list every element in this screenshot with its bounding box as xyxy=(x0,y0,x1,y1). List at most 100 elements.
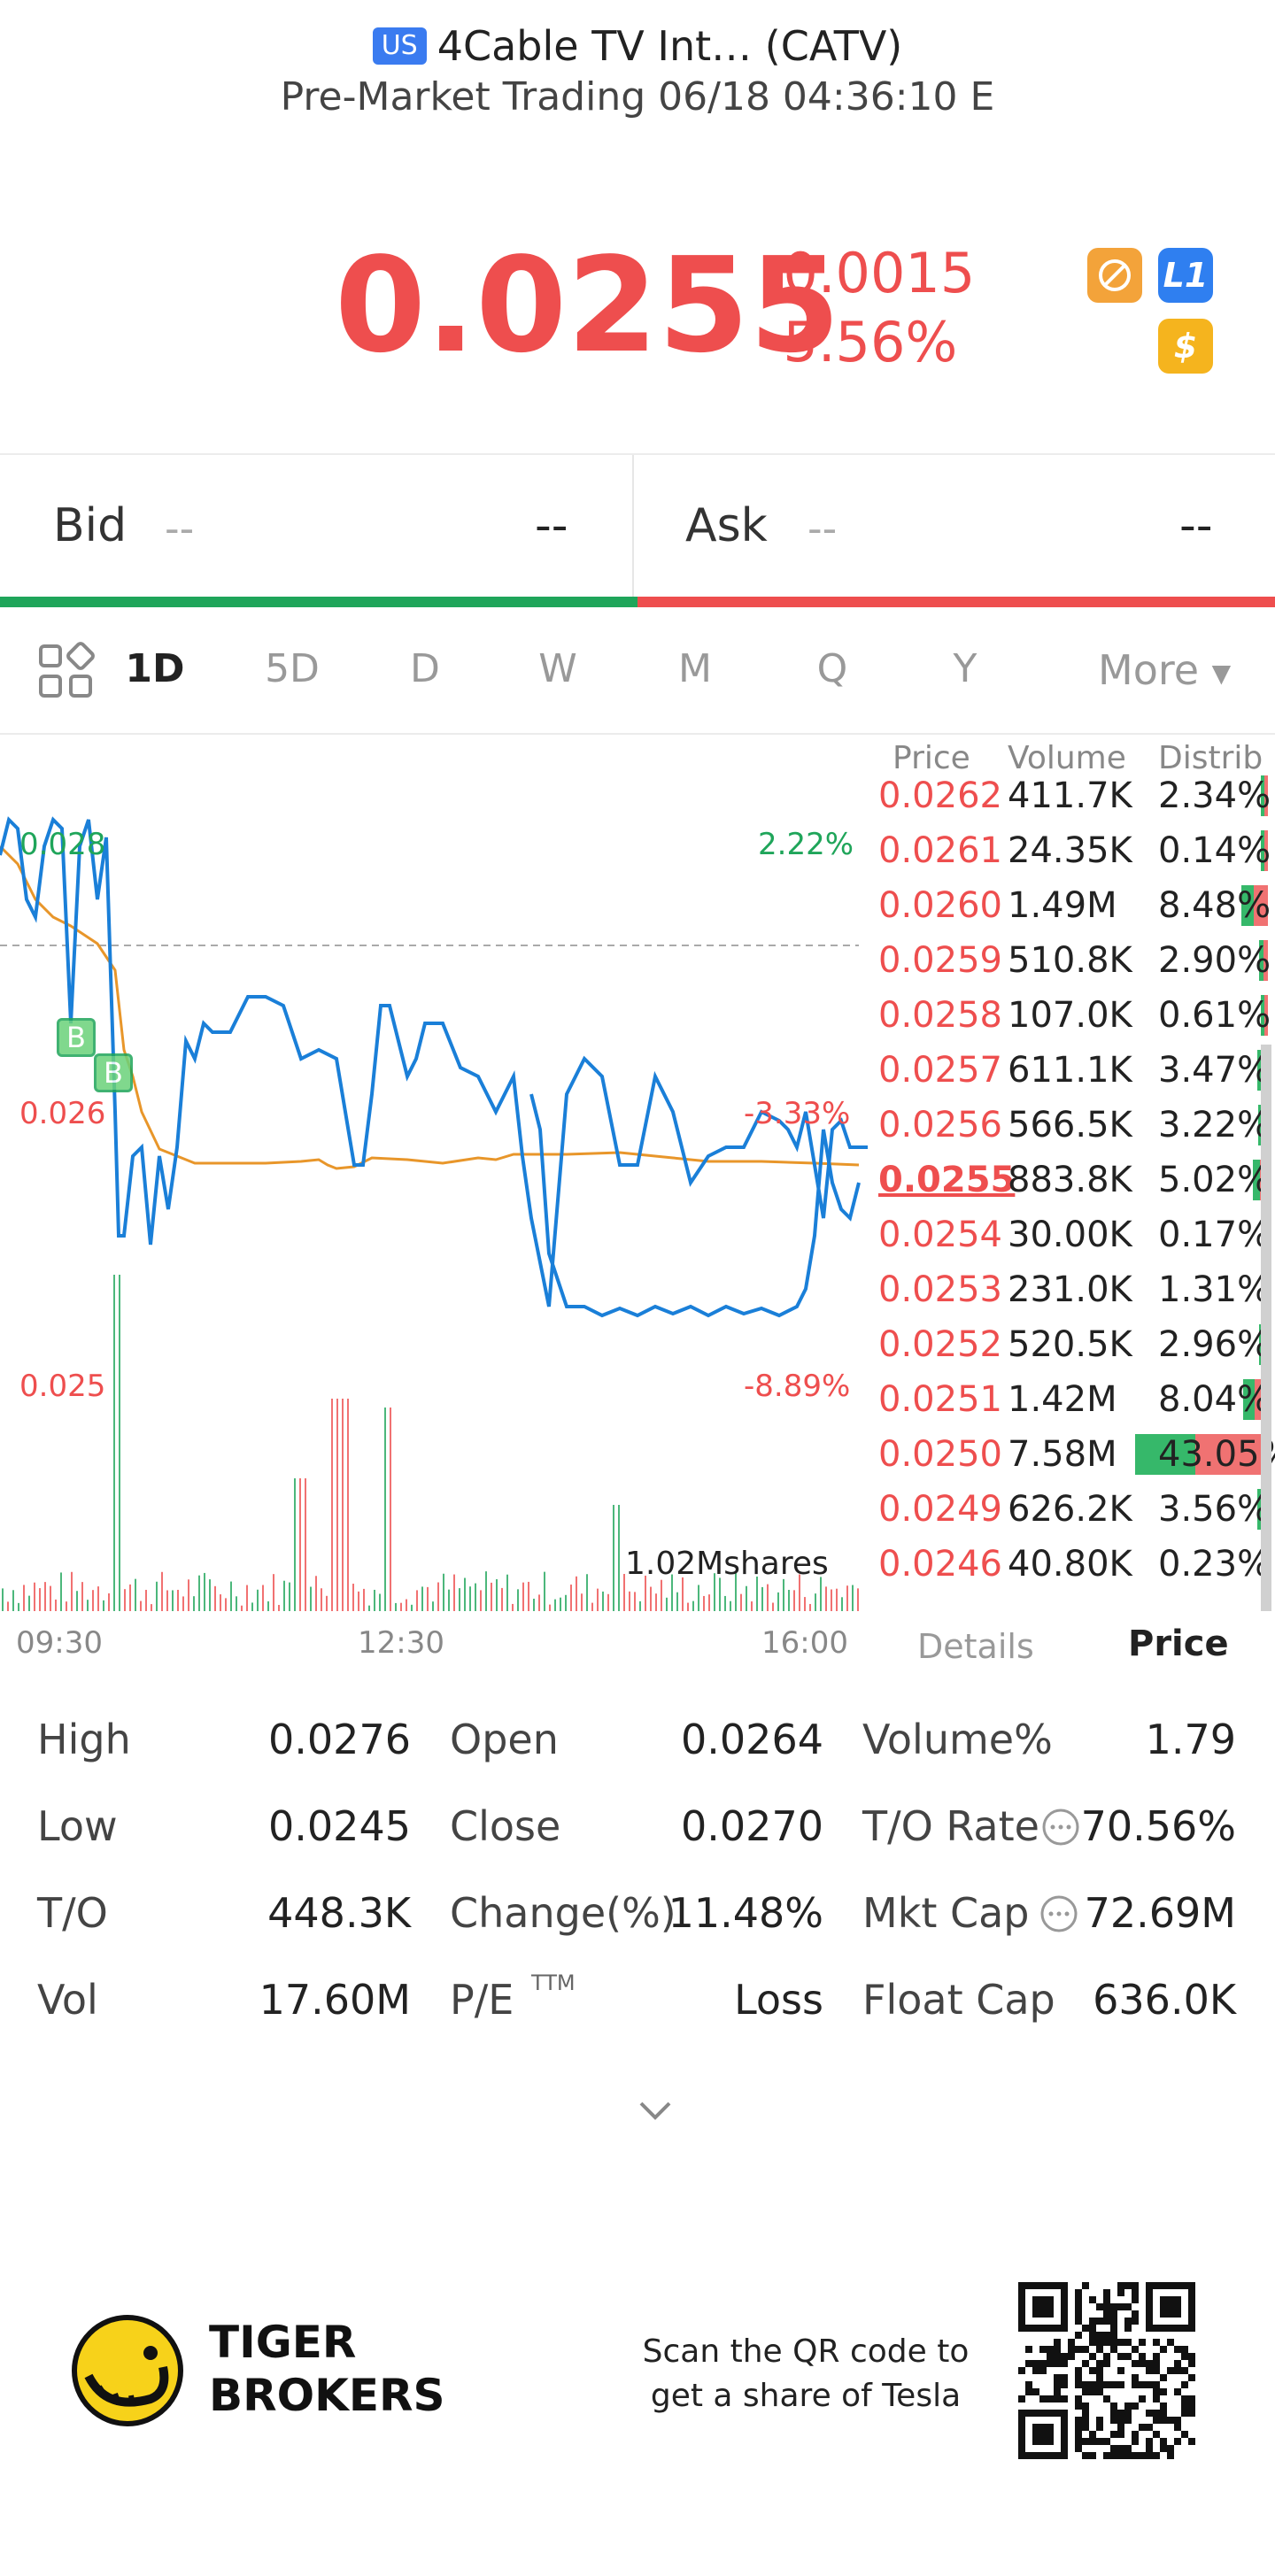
volume-bar xyxy=(113,1275,115,1611)
ob-distribution: 2.90% xyxy=(1158,940,1271,981)
more-timeframes-button[interactable]: More ▼ xyxy=(1098,646,1231,694)
ob-distribution: 0.61% xyxy=(1158,995,1271,1036)
tab-price[interactable]: Price xyxy=(1128,1623,1229,1664)
ob-distribution: 3.22% xyxy=(1158,1105,1271,1145)
volume-bar xyxy=(71,1571,73,1611)
expand-chevron-icon[interactable] xyxy=(634,2089,676,2132)
volume-bar xyxy=(278,1605,280,1611)
volume-bar xyxy=(506,1574,508,1611)
volume-bar xyxy=(629,1591,630,1611)
tab-timeframe-1d[interactable]: 1D xyxy=(125,646,185,691)
ob-buy-bar xyxy=(1257,1050,1262,1091)
qr-code[interactable] xyxy=(1018,2282,1195,2459)
info-more-icon[interactable] xyxy=(1039,1894,1078,1933)
volume-bar xyxy=(209,1579,211,1611)
ob-buy-bar xyxy=(1241,885,1254,926)
brand-line2: BROKERS xyxy=(209,2370,445,2421)
volume-bar xyxy=(395,1602,397,1611)
ob-buy-bar xyxy=(1243,1379,1255,1420)
ob-header-distrib: Distrib xyxy=(1158,740,1263,776)
ob-volume: 510.8K xyxy=(1008,940,1132,981)
volume-bar xyxy=(560,1597,561,1611)
price-line xyxy=(0,816,868,1307)
volume-bar xyxy=(650,1586,652,1611)
volume-bar xyxy=(751,1601,753,1611)
ask-value: -- xyxy=(1179,499,1213,552)
tab-timeframe-5d[interactable]: 5D xyxy=(265,646,320,691)
ob-price: 0.0258 xyxy=(878,995,1002,1036)
volume-bar xyxy=(586,1574,588,1611)
ob-distribution: 0.14% xyxy=(1158,830,1271,871)
tab-timeframe-w[interactable]: W xyxy=(538,646,577,691)
volume-bar xyxy=(570,1585,572,1611)
ob-sell-bar xyxy=(1264,995,1268,1036)
stock-title: 4Cable TV Int… (CATV) xyxy=(437,22,903,70)
volume-bar xyxy=(151,1604,152,1611)
chart-layout-icon[interactable] xyxy=(35,641,96,701)
volume-bar xyxy=(565,1594,567,1611)
ob-buy-bar xyxy=(1261,775,1264,816)
intraday-chart[interactable] xyxy=(0,740,868,1625)
dollar-icon[interactable]: $ xyxy=(1158,319,1213,374)
bid-panel[interactable]: Bid -- -- xyxy=(0,455,634,600)
ob-header-price: Price xyxy=(892,740,970,776)
ob-price: 0.0249 xyxy=(878,1489,1002,1530)
volume-bar xyxy=(517,1589,519,1611)
tab-timeframe-m[interactable]: M xyxy=(678,646,712,691)
volume-bar xyxy=(161,1571,163,1611)
volume-bar xyxy=(172,1590,174,1611)
volume-bar xyxy=(528,1581,529,1611)
info-more-icon[interactable] xyxy=(1041,1808,1080,1847)
ob-price: 0.0256 xyxy=(878,1105,1002,1145)
no-commission-icon[interactable] xyxy=(1087,248,1142,303)
volume-bar xyxy=(321,1588,322,1611)
volume-bar xyxy=(283,1580,285,1611)
price-change: -0.0015 xyxy=(763,241,976,305)
bid-strength-bar xyxy=(0,597,638,607)
volume-bar xyxy=(352,1584,354,1611)
volume-bar xyxy=(368,1605,370,1611)
tab-timeframe-q[interactable]: Q xyxy=(816,646,848,691)
buy-marker[interactable]: B xyxy=(57,1018,96,1057)
ob-buy-bar xyxy=(1257,1489,1262,1530)
level1-icon[interactable]: L1 xyxy=(1158,248,1213,303)
volume-bar xyxy=(182,1596,184,1611)
volume-bar xyxy=(411,1604,413,1611)
volume-bar xyxy=(204,1572,205,1611)
volume-bar xyxy=(198,1575,200,1611)
volume-bar xyxy=(549,1604,551,1611)
stat-value: 0.0245 xyxy=(268,1802,411,1850)
volume-bar xyxy=(299,1478,301,1611)
buy-marker[interactable]: B xyxy=(94,1053,133,1092)
volume-bar xyxy=(7,1601,9,1611)
brand-line1: TIGER xyxy=(209,2317,357,2368)
tiger-logo-icon xyxy=(71,2314,184,2427)
ob-price: 0.0259 xyxy=(878,940,1002,981)
tab-details[interactable]: Details xyxy=(917,1627,1034,1666)
more-label: More xyxy=(1098,646,1200,694)
volume-bar xyxy=(597,1588,599,1611)
volume-bar xyxy=(772,1602,774,1611)
volume-bar xyxy=(623,1573,625,1611)
volume-bar xyxy=(831,1589,832,1611)
volume-bar xyxy=(634,1592,636,1611)
ask-panel[interactable]: Ask -- -- xyxy=(634,455,1275,600)
volume-bar xyxy=(246,1585,248,1611)
volume-bar xyxy=(602,1591,604,1611)
stat-label: Close xyxy=(450,1802,561,1850)
tab-timeframe-d[interactable]: D xyxy=(410,646,440,691)
ob-price: 0.0260 xyxy=(878,885,1002,926)
volume-bar xyxy=(453,1574,455,1611)
ob-scrollbar[interactable] xyxy=(1261,1045,1271,1611)
volume-bar xyxy=(698,1585,699,1611)
stat-value: 448.3K xyxy=(267,1889,411,1937)
ob-sell-bar xyxy=(1264,775,1268,816)
stat-label: T/O xyxy=(37,1889,108,1937)
volume-bar xyxy=(44,1582,46,1611)
volume-bar xyxy=(459,1588,460,1611)
x-label-mid: 12:30 xyxy=(358,1625,444,1661)
stat-value: 11.48% xyxy=(668,1889,823,1937)
volume-bar xyxy=(809,1603,811,1611)
tab-timeframe-y[interactable]: Y xyxy=(953,646,978,691)
volume-bar xyxy=(119,1275,120,1611)
